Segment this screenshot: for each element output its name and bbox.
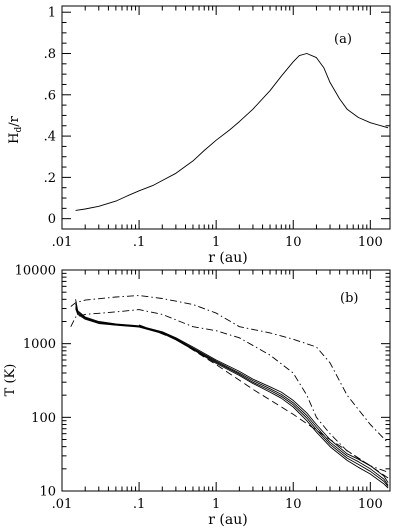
x-tick-label: .01 [52,235,73,250]
x-tick-label: .1 [133,235,145,250]
x-tick-label: 1 [212,235,220,250]
panel-b-y-axis-label: T (K) [3,364,18,397]
series-line-7 [70,309,389,473]
panel-a-y-tick-labels: 0 .2 .4 .6 .8 1 [44,6,56,227]
y-tick-label: .2 [44,171,56,186]
panel-a-x-tick-labels: .01 .1 1 10 100 [52,235,383,250]
y-tick-label: .4 [44,130,56,145]
panel-a-label: (a) [334,32,352,47]
series-line-5 [138,324,389,479]
panel-a-frame [61,5,391,230]
series-line-3 [75,306,389,487]
x-tick-label: .01 [52,497,73,512]
x-tick-label: 10 [285,497,302,512]
panel-b: .01 .1 1 10 100 10 100 1000 10000 (b) r (au) T … [3,264,391,528]
x-tick-label: 100 [358,497,383,512]
panel-a-ticks [61,6,390,229]
series-line-4 [75,308,389,489]
y-tick-label: 100 [31,411,56,426]
x-tick-label: 10 [285,235,302,250]
x-tick-label: 1 [212,497,220,512]
panel-a-y-axis-label-sub: d [14,127,24,133]
y-tick-label: .6 [44,88,56,103]
y-tick-label: 1000 [23,337,56,352]
panel-b-ticks [61,269,390,492]
series-line-6 [70,295,389,444]
y-tick-label: 10000 [15,264,56,279]
panel-b-frame [61,269,391,492]
panel-b-series [70,295,389,489]
x-tick-label: .1 [133,497,145,512]
x-tick-label: 100 [358,235,383,250]
panel-a: .01 .1 1 10 100 0 .2 .4 .6 .8 1 (a) r (au) Hd/r [7,5,391,266]
panel-a-y-axis-label: Hd/r [7,115,24,143]
y-tick-label: 0 [48,212,56,227]
y-tick-label: .8 [44,47,56,62]
series-line-1 [75,53,389,211]
panel-b-label: (b) [340,291,358,306]
panel-a-y-axis-label-tail: /r [7,115,22,126]
y-tick-label: 1 [48,6,56,21]
panel-a-series [75,53,389,211]
panel-b-y-tick-labels: 10 100 1000 10000 [15,264,56,500]
panel-a-x-axis-label: r (au) [208,250,247,266]
series-line-2 [75,303,389,486]
series-line-1 [75,299,389,483]
panel-b-x-tick-labels: .01 .1 1 10 100 [52,497,383,512]
panel-a-y-axis-label-main: H [7,133,22,144]
panel-b-x-axis-label: r (au) [208,512,247,528]
y-tick-label: 10 [39,485,56,500]
